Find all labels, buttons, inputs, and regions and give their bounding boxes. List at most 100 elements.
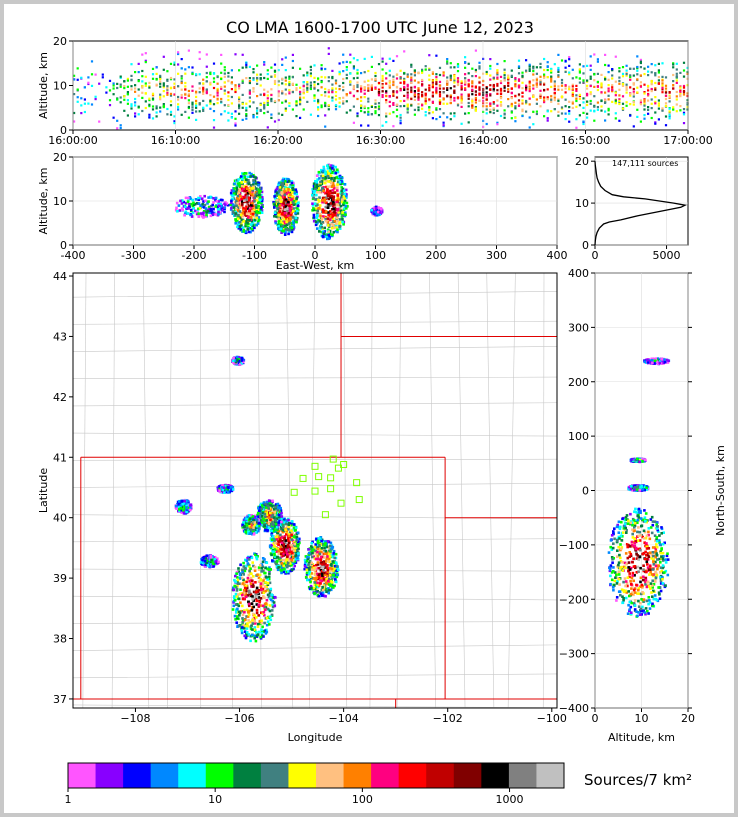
source-point [119, 126, 122, 130]
source-point [403, 77, 406, 80]
ew-source-point [328, 229, 332, 233]
map-source-point [314, 552, 318, 555]
source-point [679, 92, 682, 95]
source-point [417, 93, 420, 96]
source-point [431, 71, 434, 74]
ew-source-point [292, 224, 295, 228]
source-point [672, 87, 675, 90]
ew-source-point [316, 203, 319, 206]
source-point [166, 93, 169, 96]
source-point [273, 63, 277, 66]
ew-source-point [318, 200, 321, 203]
source-point [675, 90, 678, 94]
ew-source-point [177, 204, 181, 207]
source-point [650, 80, 653, 83]
ew-source-point [248, 190, 252, 194]
source-point [291, 59, 294, 63]
source-point [223, 81, 226, 84]
source-point [647, 108, 650, 111]
source-point [575, 84, 578, 87]
source-point [295, 104, 298, 107]
source-point [564, 66, 567, 69]
source-point [568, 85, 571, 88]
ew-source-point [230, 189, 234, 192]
map-source-point [323, 543, 327, 547]
source-point [306, 100, 309, 103]
source-point [220, 87, 223, 90]
x-tick-label: 16:50:00 [561, 134, 610, 147]
map-source-point [314, 571, 318, 575]
ew-source-point [290, 181, 294, 185]
map-source-point [253, 617, 256, 620]
source-point [134, 115, 137, 118]
ew-source-point [333, 204, 337, 208]
map-source-point [261, 560, 265, 564]
source-point [245, 102, 248, 105]
ew-source-point [336, 189, 339, 192]
source-point [284, 93, 287, 96]
source-point [345, 60, 348, 63]
source-point [148, 85, 151, 88]
map-source-point [270, 543, 274, 547]
source-point [428, 78, 431, 81]
source-point [288, 92, 291, 95]
map-source-point [286, 570, 290, 573]
map-source-point [328, 573, 332, 577]
source-point [80, 76, 83, 79]
histogram-line [594, 161, 688, 246]
ew-source-point [322, 189, 325, 193]
source-point [643, 73, 646, 76]
source-point [234, 84, 237, 87]
source-point [514, 83, 517, 86]
map-source-point [241, 604, 244, 608]
map-source-point [307, 572, 311, 576]
map-source-point [244, 636, 248, 640]
source-point [564, 87, 567, 90]
ew-source-point [241, 202, 244, 206]
ew-source-point [330, 226, 334, 230]
ew-source-point [374, 210, 377, 214]
map-source-point [313, 545, 317, 549]
source-point [639, 101, 642, 104]
source-point [83, 86, 86, 89]
source-point [180, 75, 183, 78]
map-source-point [265, 561, 269, 564]
source-point [281, 92, 284, 95]
source-point [664, 84, 668, 87]
ew-source-point [373, 212, 376, 215]
source-point [496, 99, 499, 102]
ew-source-point [239, 206, 242, 209]
source-point [327, 80, 330, 83]
source-point [134, 97, 137, 101]
source-point [471, 67, 474, 70]
source-point [456, 83, 460, 87]
source-point [467, 93, 470, 96]
source-point [399, 100, 402, 103]
ew-source-point [336, 170, 339, 173]
map-source-point [308, 570, 312, 574]
ew-source-point [341, 187, 345, 191]
map-source-point [250, 602, 254, 605]
map-source-point [281, 558, 285, 562]
source-point [241, 80, 244, 83]
source-point [449, 98, 452, 101]
ew-source-point [338, 227, 342, 230]
ew-source-point [284, 205, 288, 208]
ew-source-point [230, 193, 234, 197]
ew-source-point [280, 231, 283, 234]
source-point [525, 69, 528, 72]
source-point [166, 79, 169, 82]
map-source-point [297, 547, 300, 551]
map-source-point [295, 553, 299, 557]
source-point [639, 120, 642, 123]
source-point [309, 113, 312, 116]
x-tick-label: 16:40:00 [458, 134, 507, 147]
ew-source-point [295, 190, 298, 194]
source-point [460, 122, 463, 125]
source-point [618, 102, 621, 106]
map-source-point [239, 601, 242, 604]
source-point [169, 94, 173, 97]
source-point [403, 99, 406, 102]
ew-source-point [187, 196, 190, 200]
source-point [575, 88, 578, 91]
